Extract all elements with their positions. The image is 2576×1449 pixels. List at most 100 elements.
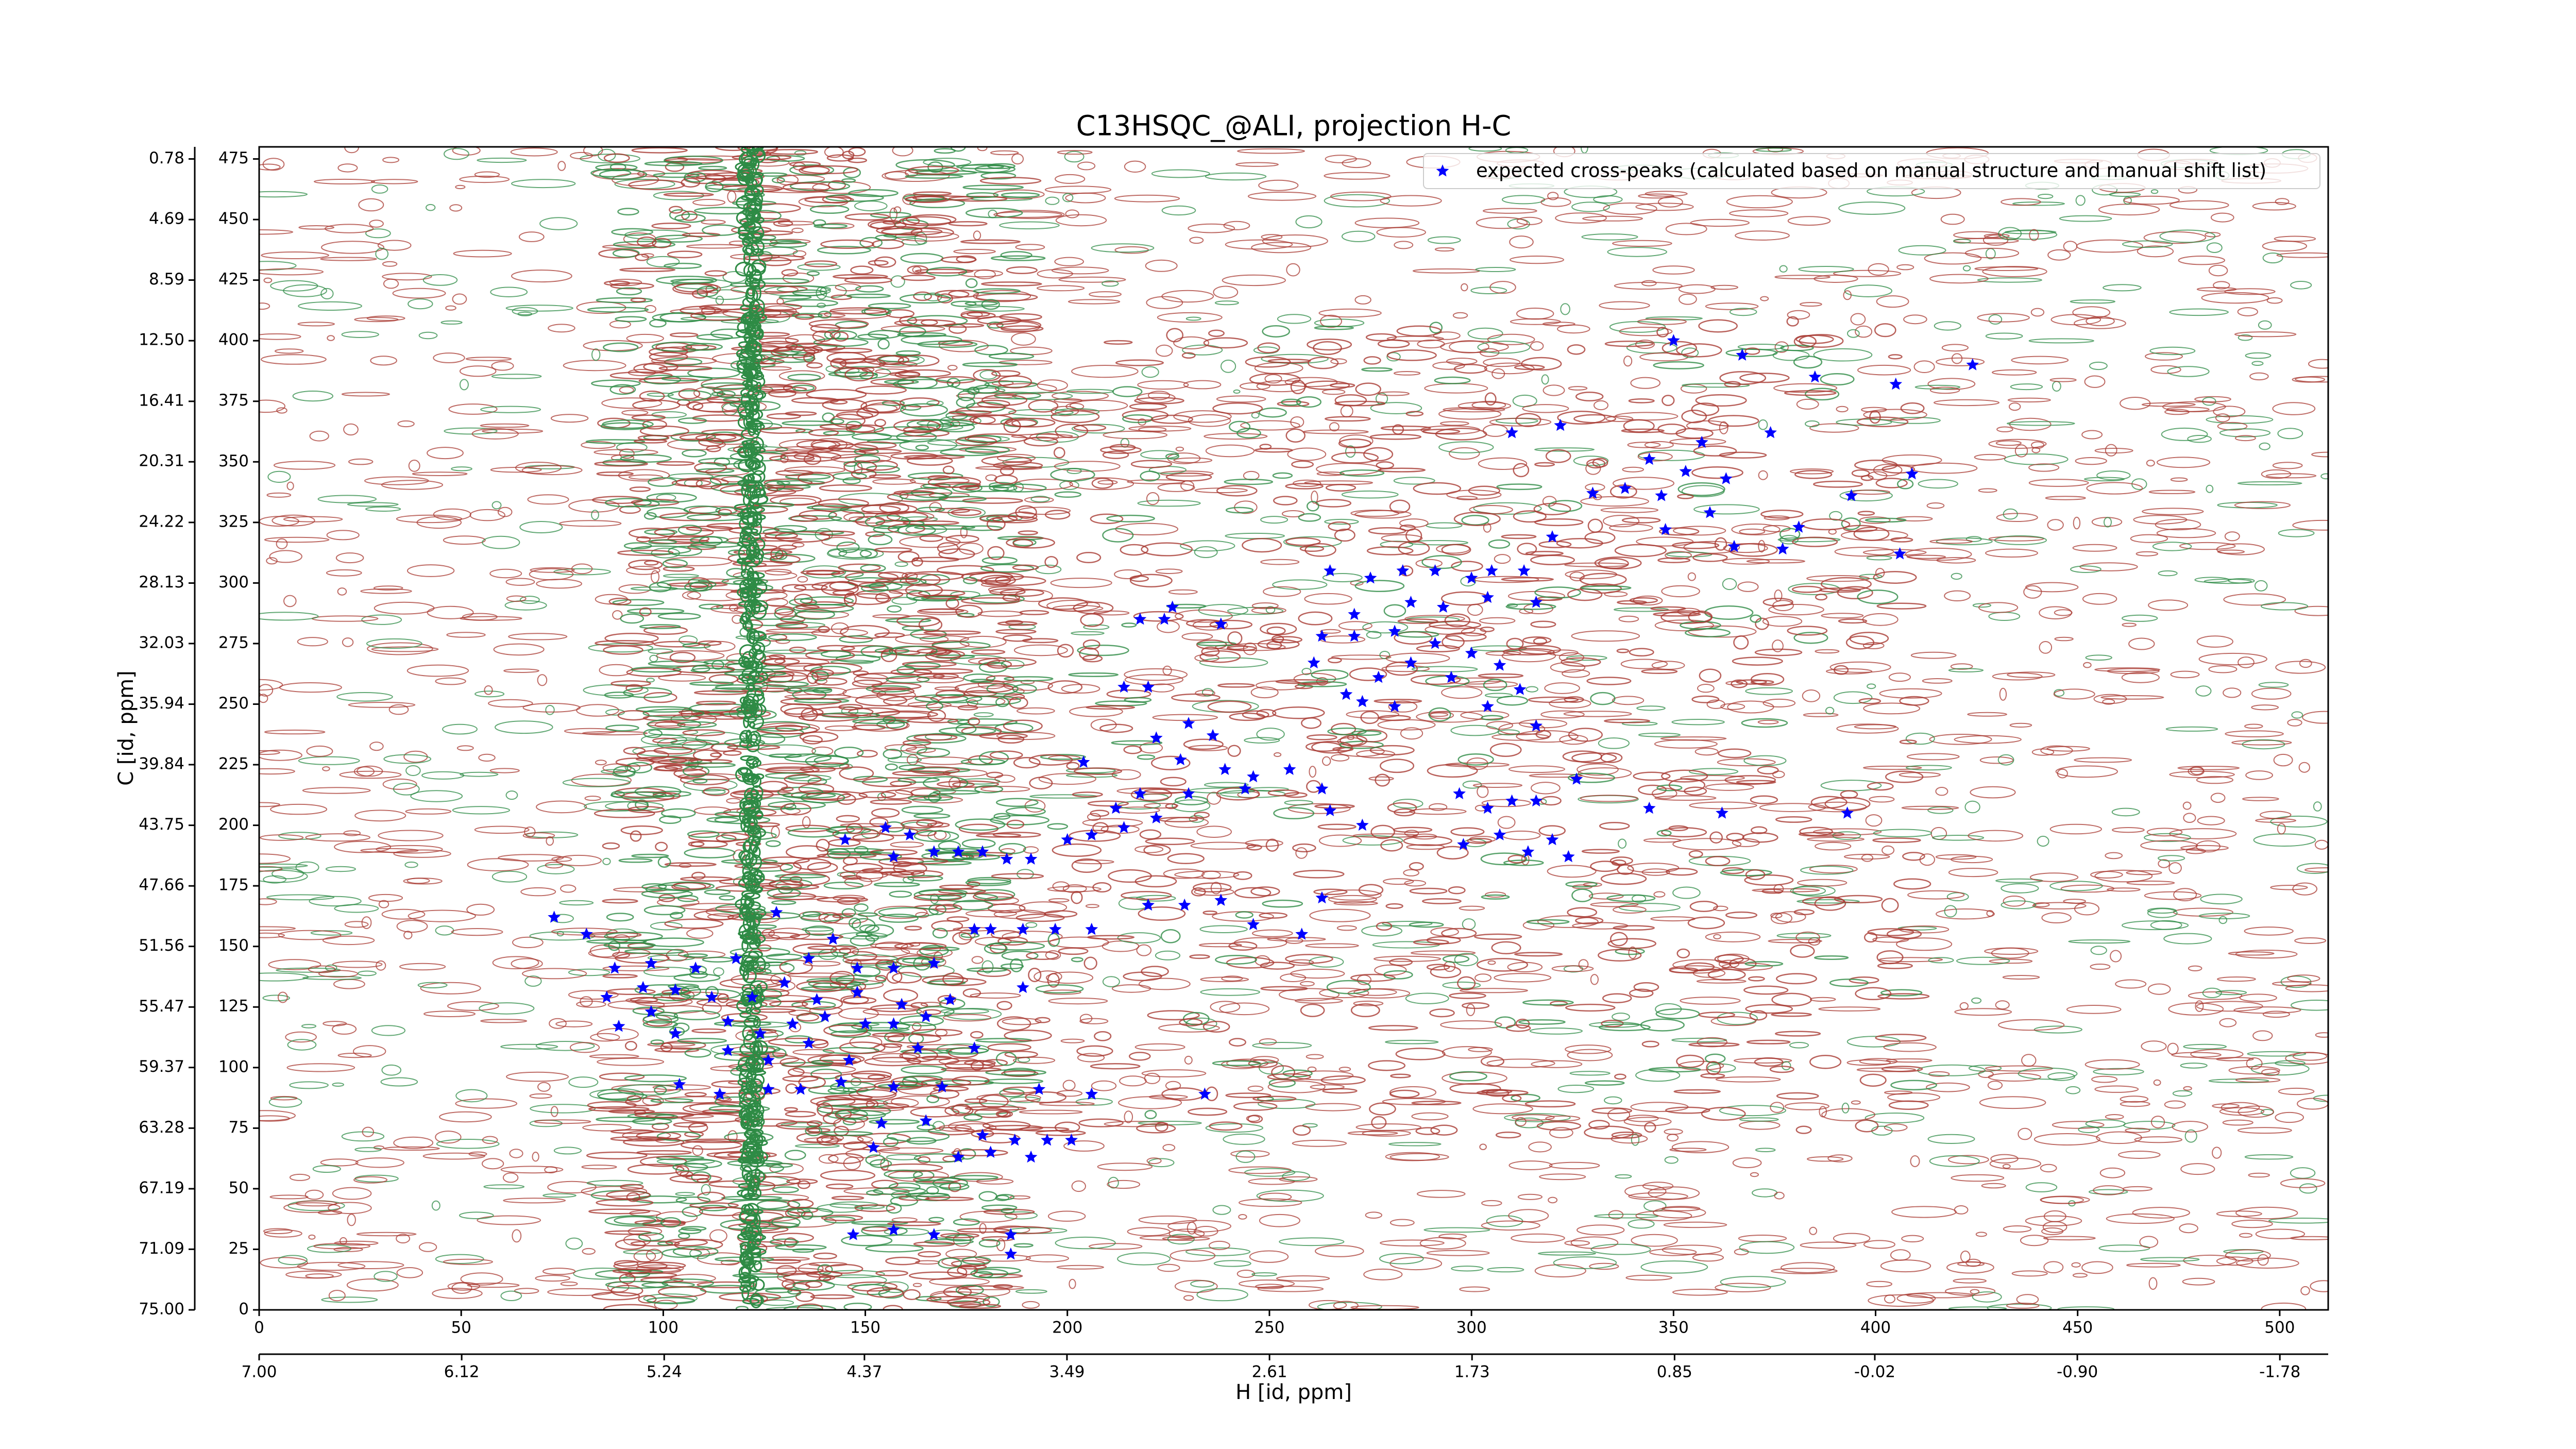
contour bbox=[2222, 1119, 2253, 1126]
contour bbox=[1037, 379, 1068, 392]
contour bbox=[1560, 303, 1570, 315]
contour bbox=[2054, 609, 2073, 616]
contour bbox=[2030, 308, 2045, 317]
contour bbox=[341, 331, 379, 338]
contour bbox=[1483, 358, 1521, 367]
contour bbox=[465, 357, 512, 361]
contour bbox=[2059, 215, 2112, 222]
contour bbox=[1800, 1241, 1857, 1249]
contour bbox=[1896, 937, 1953, 951]
contour bbox=[1565, 1044, 1612, 1054]
contour bbox=[778, 370, 825, 382]
contour bbox=[266, 492, 292, 498]
contour bbox=[325, 866, 357, 872]
contour bbox=[1117, 1252, 1171, 1266]
contour bbox=[1613, 905, 1647, 914]
contour bbox=[1924, 252, 1982, 265]
contour bbox=[1305, 943, 1359, 948]
contour bbox=[1929, 386, 1960, 394]
contour bbox=[576, 1001, 606, 1008]
contour bbox=[1522, 404, 1569, 413]
contour bbox=[1356, 750, 1395, 759]
contour bbox=[1196, 825, 1232, 838]
contour bbox=[1672, 886, 1701, 899]
contour bbox=[686, 244, 743, 249]
contour bbox=[2049, 378, 2077, 382]
contour bbox=[2294, 605, 2328, 616]
contour bbox=[1487, 333, 1535, 345]
contour bbox=[1809, 1226, 1818, 1235]
contour bbox=[1948, 668, 1984, 672]
contour bbox=[1011, 332, 1036, 346]
contour bbox=[1223, 221, 1250, 230]
contour bbox=[2233, 1006, 2301, 1014]
contour bbox=[2072, 544, 2117, 552]
contour bbox=[1648, 1186, 1700, 1200]
contour bbox=[2011, 1270, 2048, 1277]
contour bbox=[1531, 782, 1561, 795]
contour bbox=[2105, 1114, 2124, 1120]
contour bbox=[1054, 257, 1084, 266]
contour bbox=[1547, 649, 1579, 656]
contour bbox=[366, 315, 405, 321]
contour bbox=[2234, 331, 2297, 338]
contour bbox=[500, 1166, 564, 1174]
contour bbox=[1025, 1254, 1070, 1262]
contour bbox=[2041, 912, 2072, 923]
contour bbox=[1468, 147, 1502, 152]
contour bbox=[1928, 957, 1954, 964]
contour bbox=[2249, 372, 2269, 381]
contour bbox=[405, 808, 452, 815]
contour bbox=[2295, 376, 2328, 383]
contour bbox=[2247, 1051, 2307, 1057]
contour bbox=[527, 494, 569, 505]
contour bbox=[1945, 1286, 1996, 1296]
contour bbox=[1325, 889, 1382, 901]
contour bbox=[1768, 604, 1824, 616]
contour bbox=[2287, 719, 2302, 727]
contour bbox=[1383, 878, 1414, 885]
contour bbox=[1180, 540, 1235, 552]
contour bbox=[2001, 883, 2039, 894]
contour bbox=[1770, 1102, 1785, 1113]
contour bbox=[765, 568, 792, 576]
contour bbox=[275, 348, 304, 354]
contour bbox=[1773, 383, 1838, 393]
contour bbox=[535, 1275, 570, 1282]
contour bbox=[2198, 652, 2267, 666]
contour bbox=[1290, 968, 1345, 979]
contour bbox=[382, 273, 432, 281]
contour bbox=[1249, 1250, 1289, 1263]
contour bbox=[355, 1157, 404, 1168]
contour bbox=[2098, 1244, 2150, 1252]
contour bbox=[1167, 1220, 1232, 1233]
contour bbox=[2287, 974, 2320, 983]
contour bbox=[467, 858, 529, 871]
contour bbox=[2244, 926, 2294, 936]
contour bbox=[2079, 562, 2138, 571]
contour bbox=[1244, 1168, 1296, 1177]
contour bbox=[375, 247, 389, 260]
contour bbox=[449, 204, 463, 212]
contour bbox=[1941, 344, 1969, 352]
contour bbox=[410, 790, 463, 802]
contour bbox=[1644, 441, 1674, 449]
contour bbox=[1309, 908, 1371, 922]
contour bbox=[1637, 451, 1673, 462]
contour bbox=[506, 595, 527, 602]
contour bbox=[1143, 803, 1179, 809]
contour bbox=[1972, 603, 1992, 608]
contour bbox=[2053, 688, 2095, 700]
contour bbox=[362, 1126, 374, 1137]
contour bbox=[368, 894, 403, 902]
contour bbox=[2146, 828, 2183, 837]
contour bbox=[1600, 507, 1659, 513]
contour bbox=[2244, 723, 2263, 729]
contour bbox=[1762, 616, 1803, 627]
contour bbox=[1540, 197, 1571, 207]
contour bbox=[493, 643, 545, 656]
contour bbox=[2155, 519, 2201, 531]
contour bbox=[2259, 811, 2292, 819]
contour bbox=[2133, 515, 2188, 525]
contour bbox=[260, 1257, 308, 1269]
